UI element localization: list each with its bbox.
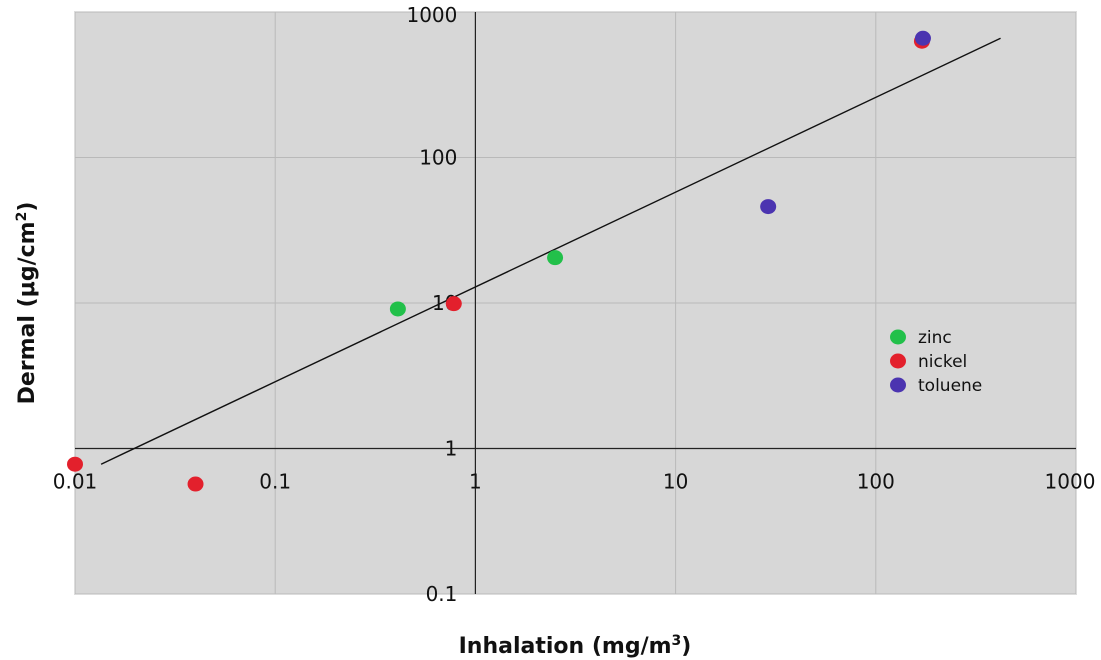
x-tick-label: 0.1 bbox=[259, 470, 291, 494]
x-tick-label: 1 bbox=[469, 470, 482, 494]
trendline bbox=[100, 37, 1001, 465]
x-axis-title-main: Inhalation (mg/m bbox=[459, 634, 672, 659]
y-tick-label: 0.1 bbox=[426, 582, 458, 606]
zinc-point bbox=[547, 250, 564, 266]
y-tick-label: 100 bbox=[419, 146, 457, 170]
legend-label-nickel: nickel bbox=[918, 352, 967, 372]
zinc-point bbox=[389, 301, 406, 317]
axes bbox=[75, 12, 1076, 594]
x-axis-title-superscript: 3 bbox=[672, 633, 682, 649]
x-tick-label: 0.01 bbox=[53, 470, 98, 494]
toluene-point bbox=[914, 30, 931, 46]
y-axis-title-main: Dermal (μg/cm bbox=[15, 221, 40, 404]
legend: zinc nickel toluene bbox=[890, 328, 982, 396]
nickel-point bbox=[445, 296, 462, 312]
grid-lines bbox=[74, 11, 1077, 595]
legend-label-toluene: toluene bbox=[918, 376, 982, 396]
legend-marker-nickel bbox=[890, 353, 906, 369]
x-tick-label: 100 bbox=[857, 470, 895, 494]
x-axis-title: Inhalation (mg/m3) bbox=[459, 633, 692, 659]
toluene-point bbox=[760, 199, 777, 215]
legend-marker-toluene bbox=[890, 377, 906, 393]
y-tick-label: 1 bbox=[445, 437, 458, 461]
x-tick-label: 1000 bbox=[1045, 470, 1096, 494]
legend-label-zinc: zinc bbox=[918, 328, 952, 348]
legend-marker-zinc bbox=[890, 329, 906, 345]
y-axis-title-close: ) bbox=[15, 202, 40, 212]
x-axis-title-close: ) bbox=[681, 634, 691, 659]
y-axis-title: Dermal (μg/cm2) bbox=[14, 202, 40, 405]
x-tick-label: 10 bbox=[663, 470, 688, 494]
trendline-group bbox=[100, 37, 1001, 465]
y-axis-title-superscript: 2 bbox=[14, 212, 30, 222]
y-tick-label: 1000 bbox=[406, 3, 457, 27]
data-points bbox=[67, 30, 931, 492]
nickel-point bbox=[67, 456, 83, 472]
nickel-point bbox=[187, 476, 204, 492]
